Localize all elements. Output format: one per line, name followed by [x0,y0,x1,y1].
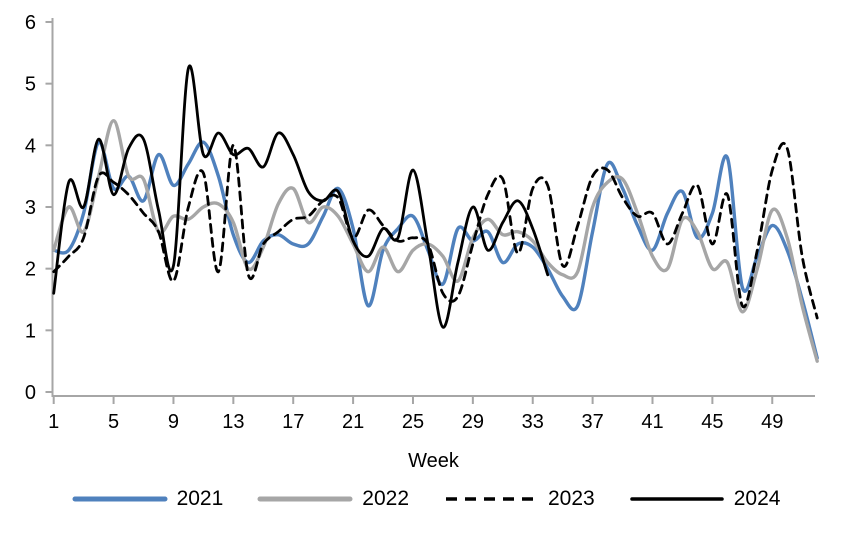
x-tick-label: 25 [402,411,424,433]
y-tick-label: 1 [25,320,36,342]
legend-item-2023: 2023 [443,488,595,509]
x-tick-label: 1 [48,411,59,433]
x-tick-label: 17 [282,411,304,433]
x-tick-label: 13 [222,411,244,433]
y-tick-label: 4 [25,135,36,157]
legend-line-sample [257,496,353,501]
axes [45,18,815,404]
legend-label: 2022 [362,487,409,510]
y-tick-label: 3 [25,197,36,219]
y-tick-label: 2 [25,259,36,281]
series-line-2022 [52,119,819,363]
legend-label: 2023 [548,487,595,510]
legend-line-sample [629,496,724,501]
legend-item-2024: 2024 [629,487,781,510]
x-tick-label: 29 [462,411,484,433]
legend-line-sample [446,496,536,501]
y-tick-label: 5 [25,74,36,96]
x-tick-label: 49 [761,411,783,433]
legend-item-2022: 2022 [257,488,409,509]
x-axis-title: Week [408,450,459,472]
series-line-2021 [52,140,819,360]
series-line-2023 [52,141,819,320]
x-tick-label: 37 [581,411,603,433]
x-tick-label: 9 [168,411,179,433]
y-tick-label: 0 [25,382,36,404]
y-tick-label: 6 [25,12,36,34]
x-tick-label: 45 [701,411,723,433]
x-tick-label: 41 [641,411,663,433]
x-tick-label: 21 [342,411,364,433]
x-tick-label: 5 [108,411,119,433]
x-tick-label: 33 [522,411,544,433]
chart-legend: 2021 2022 2023 2024 [0,488,852,509]
legend-label: 2024 [733,487,781,510]
legend-line-sample [72,496,168,501]
legend-label: 2021 [176,487,224,510]
legend-item-2021: 2021 [72,487,224,510]
series-line-2024 [52,64,550,329]
